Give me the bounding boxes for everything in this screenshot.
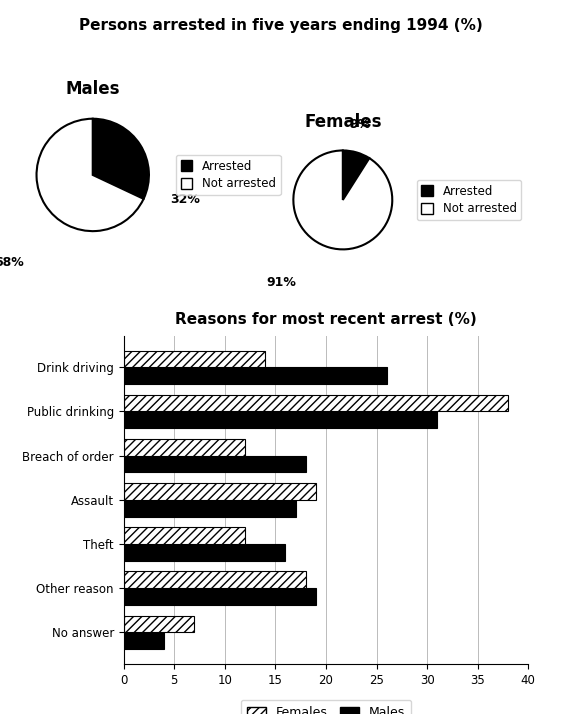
Text: 91%: 91% <box>266 276 296 289</box>
Bar <box>124 500 296 517</box>
Text: 32%: 32% <box>170 193 200 206</box>
Legend: Arrested, Not arrested: Arrested, Not arrested <box>417 180 522 220</box>
Title: Reasons for most recent arrest (%): Reasons for most recent arrest (%) <box>175 313 477 328</box>
Wedge shape <box>343 151 369 200</box>
Bar <box>124 456 306 473</box>
Text: Persons arrested in five years ending 1994 (%): Persons arrested in five years ending 19… <box>79 18 483 33</box>
Wedge shape <box>293 151 392 249</box>
Text: 68%: 68% <box>0 256 24 269</box>
Wedge shape <box>37 119 143 231</box>
Legend: Arrested, Not arrested: Arrested, Not arrested <box>176 155 280 195</box>
Wedge shape <box>93 119 149 199</box>
Bar <box>124 367 387 384</box>
Text: 9%: 9% <box>349 119 370 131</box>
Bar <box>124 395 508 411</box>
Bar <box>124 633 164 649</box>
Bar <box>124 588 316 605</box>
Bar <box>124 615 194 633</box>
Bar <box>124 527 245 544</box>
Bar <box>124 351 265 367</box>
Title: Females: Females <box>304 113 382 131</box>
Legend: Females, Males: Females, Males <box>241 700 411 714</box>
Title: Males: Males <box>66 79 120 98</box>
Bar <box>124 439 245 456</box>
Bar <box>124 544 285 560</box>
Bar <box>124 411 437 428</box>
Bar <box>124 483 316 500</box>
Bar <box>124 571 306 588</box>
